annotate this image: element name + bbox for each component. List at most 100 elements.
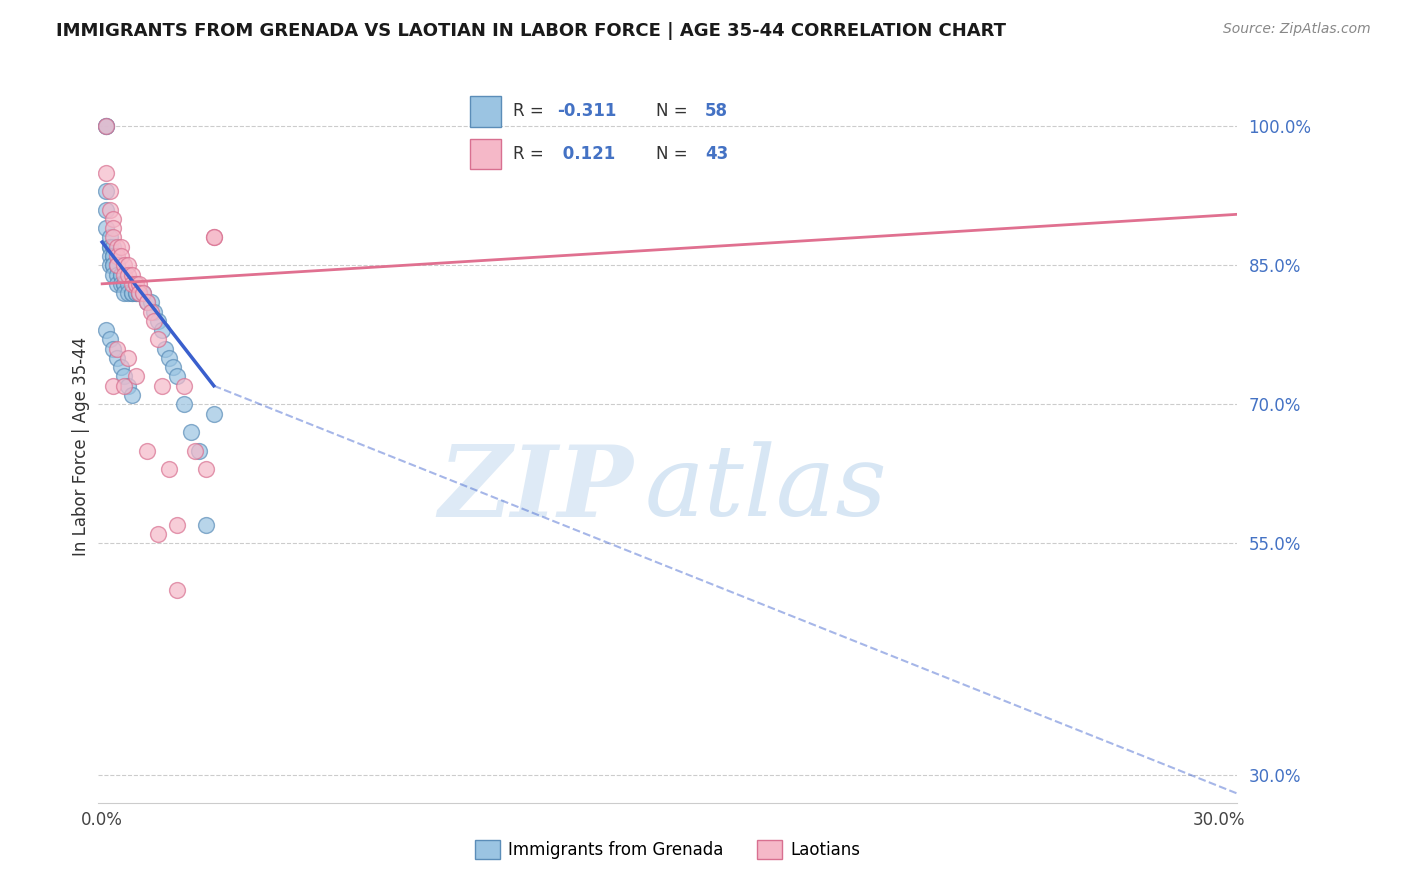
Point [94,120,117,134]
Point [105,258,128,272]
Text: atlas: atlas [645,442,887,536]
Point [105,258,128,272]
Point [117,258,139,272]
Point [121,268,143,282]
Text: N =: N = [655,103,693,120]
Text: IMMIGRANTS FROM GRENADA VS LAOTIAN IN LABOR FORCE | AGE 35-44 CORRELATION CHART: IMMIGRANTS FROM GRENADA VS LAOTIAN IN LA… [56,22,1007,40]
Point [117,277,139,291]
Point [124,286,146,301]
Point [94,120,117,134]
Point [157,462,180,476]
Point [114,277,136,291]
Point [103,258,125,272]
Point [117,351,139,365]
Point [98,230,121,244]
Point [146,333,169,347]
Point [121,286,143,301]
Point [117,378,139,392]
Point [128,277,150,291]
Text: Source: ZipAtlas.com: Source: ZipAtlas.com [1223,22,1371,37]
Point [110,277,132,291]
Point [128,286,150,301]
Point [110,240,132,254]
Point [121,277,143,291]
Text: -0.311: -0.311 [557,103,616,120]
Point [150,378,173,392]
Point [98,333,121,347]
Point [94,221,117,235]
Point [132,286,155,301]
Point [114,369,136,384]
Point [103,249,125,263]
Point [110,268,132,282]
Point [117,268,139,282]
Point [105,258,128,272]
Point [202,407,225,421]
Point [187,443,209,458]
Point [114,277,136,291]
Point [135,295,157,310]
Point [105,342,128,356]
Point [103,378,125,392]
Point [103,240,125,254]
Point [202,230,225,244]
Point [173,397,195,411]
Point [139,304,162,318]
Point [114,286,136,301]
Point [98,249,121,263]
Point [135,295,157,310]
Point [105,240,128,254]
Point [124,369,146,384]
Point [103,342,125,356]
Point [94,323,117,337]
Point [105,351,128,365]
Text: ZIP: ZIP [439,441,634,537]
Point [128,286,150,301]
Point [143,304,166,318]
Point [121,388,143,402]
Point [94,166,117,180]
Text: 0.121: 0.121 [557,145,614,163]
Point [157,351,180,365]
Text: R =: R = [513,145,550,163]
Point [110,360,132,375]
Point [128,286,150,301]
Point [155,342,177,356]
Point [103,258,125,272]
Point [124,286,146,301]
Point [146,314,169,328]
Bar [470,96,501,127]
Text: 58: 58 [706,103,728,120]
Point [166,369,188,384]
Point [110,249,132,263]
Point [94,184,117,198]
Point [105,277,128,291]
Point [98,184,121,198]
Point [103,211,125,226]
Point [195,517,218,532]
Text: 43: 43 [706,145,728,163]
Point [166,517,188,532]
Point [98,240,121,254]
Point [114,378,136,392]
Point [124,277,146,291]
Point [195,462,218,476]
Legend: Immigrants from Grenada, Laotians: Immigrants from Grenada, Laotians [468,834,868,866]
Point [103,221,125,235]
Point [98,240,121,254]
Point [150,323,173,337]
Point [114,258,136,272]
Point [105,268,128,282]
Bar [470,139,501,169]
Point [173,378,195,392]
Point [124,277,146,291]
Y-axis label: In Labor Force | Age 35-44: In Labor Force | Age 35-44 [72,336,90,556]
Point [146,527,169,541]
Point [202,230,225,244]
Point [103,230,125,244]
Point [103,249,125,263]
Point [94,202,117,217]
Point [98,202,121,217]
Text: R =: R = [513,103,550,120]
Point [139,295,162,310]
